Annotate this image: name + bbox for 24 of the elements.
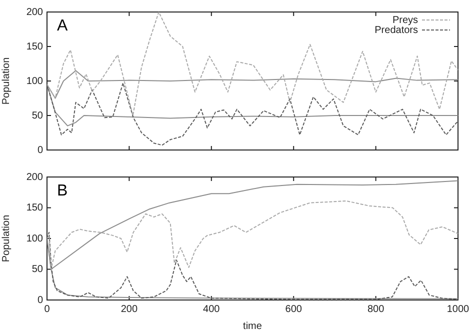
x-tick-label: 800 — [367, 304, 385, 315]
x-tick-label: 0 — [44, 304, 50, 315]
x-tick-label: 200 — [120, 304, 138, 315]
y-tick-label: 200 — [26, 172, 44, 183]
x-tick-label: 1000 — [446, 304, 470, 315]
y-tick-label: 0 — [37, 144, 44, 156]
y-tick-label: 100 — [26, 233, 44, 244]
chart-title: B — [57, 182, 68, 200]
y-tick-label: 150 — [26, 202, 44, 214]
y-axis-title: Population — [0, 57, 12, 105]
y-tick-label: 50 — [32, 264, 44, 275]
y-tick-label: 0 — [37, 294, 44, 306]
chart-title: A — [57, 17, 68, 34]
legend-label: Predators — [374, 24, 418, 36]
line-series — [47, 200, 458, 270]
y-tick-label: 150 — [26, 41, 44, 52]
x-tick-label: 600 — [285, 304, 302, 315]
legend-label: Preys — [392, 14, 418, 26]
x-axis-title: time — [243, 320, 262, 332]
y-tick-label: 50 — [32, 110, 44, 122]
y-axis-title: Population — [0, 214, 12, 262]
x-tick-label: 400 — [203, 304, 220, 315]
y-tick-label: 200 — [26, 6, 44, 18]
y-tick-label: 100 — [26, 76, 44, 87]
